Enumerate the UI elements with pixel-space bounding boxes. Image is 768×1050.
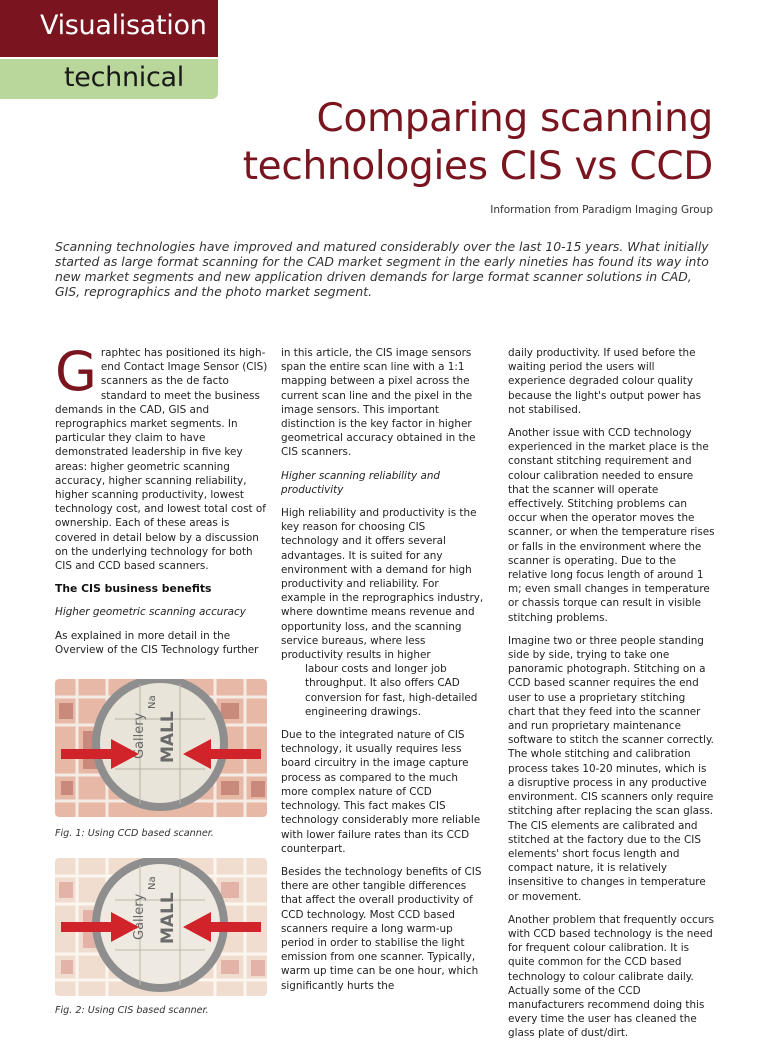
page-title: Comparing scanning technologies CIS vs C… bbox=[242, 95, 714, 191]
figure-2-caption: Fig. 2: Using CIS based scanner. bbox=[55, 1005, 209, 1016]
map-label-na: Na bbox=[147, 876, 158, 890]
arrow-left-icon bbox=[61, 912, 139, 942]
figure-2-image: Na Gallery MALL bbox=[55, 858, 267, 996]
section-tab: Visualisation bbox=[0, 0, 218, 57]
column-3: daily productivity. If used before the w… bbox=[508, 346, 715, 1050]
arrow-right-icon bbox=[183, 739, 261, 769]
col1-subheading-accuracy: Higher geometric scanning accuracy bbox=[55, 606, 246, 619]
arrow-right-icon bbox=[183, 912, 261, 942]
map-label-mall: MALL bbox=[158, 892, 178, 944]
col1-paragraph-2: As explained in more detail in the Overv… bbox=[55, 629, 259, 656]
col1-heading-benefits: The CIS business benefits bbox=[55, 582, 212, 596]
col2-paragraph-3: Due to the integrated nature of CIS tech… bbox=[281, 729, 481, 855]
intro-paragraph: Scanning technologies have improved and … bbox=[55, 239, 709, 299]
section-label: Visualisation bbox=[40, 10, 207, 41]
figure-1-caption: Fig. 1: Using CCD based scanner. bbox=[55, 828, 214, 839]
title-line-1: Comparing scanning bbox=[316, 96, 714, 141]
source-line: Information from Paradigm Imaging Group bbox=[490, 204, 713, 216]
figure-1-image: Na Gallery MALL bbox=[55, 679, 267, 817]
title-line-2: technologies CIS vs CCD bbox=[242, 144, 714, 189]
col3-paragraph-2: Another issue with CCD technology experi… bbox=[508, 427, 715, 624]
column-2: in this article, the CIS image sensors s… bbox=[281, 346, 486, 1002]
col3-paragraph-1: daily productivity. If used before the w… bbox=[508, 347, 702, 416]
col3-paragraph-4: Another problem that frequently occurs w… bbox=[508, 913, 715, 1040]
map-label-na: Na bbox=[147, 695, 158, 709]
col2-subheading-reliability: Higher scanning reliability and producti… bbox=[281, 469, 441, 496]
col3-paragraph-3: Imagine two or three people standing sid… bbox=[508, 634, 714, 903]
arrow-left-icon bbox=[61, 739, 139, 769]
map-label-gallery: Gallery bbox=[132, 893, 147, 940]
col2-paragraph-1: in this article, the CIS image sensors s… bbox=[281, 347, 476, 459]
col2-paragraph-2b: labour costs and longer job throughput. … bbox=[305, 663, 478, 718]
subsection-label: technical bbox=[64, 62, 184, 93]
col2-paragraph-2a: High reliability and productivity is the… bbox=[281, 507, 484, 662]
map-label-gallery: Gallery bbox=[132, 712, 147, 759]
drop-cap: G bbox=[55, 340, 97, 403]
subsection-tab: technical bbox=[0, 59, 218, 99]
map-label-mall: MALL bbox=[158, 711, 178, 763]
col2-paragraph-4: Besides the technology benefits of CIS t… bbox=[281, 865, 482, 992]
